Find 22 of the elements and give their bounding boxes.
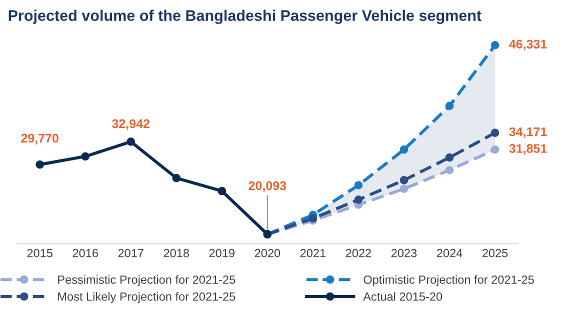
- x-tick-label: 2024: [436, 248, 462, 258]
- x-tick-label: 2023: [391, 248, 417, 258]
- x-tick-label: 2019: [209, 248, 234, 258]
- data-label: 46,331: [509, 40, 547, 50]
- x-tick-label: 2015: [27, 248, 52, 258]
- x-tick-label: 2017: [118, 248, 144, 258]
- data-label: 32,942: [112, 119, 150, 130]
- chart-title: Projected volume of the Bangladeshi Passenger Vehicle segment: [8, 10, 482, 24]
- x-tick-label: 2022: [346, 248, 372, 258]
- legend-label: Actual 2015-20: [363, 292, 442, 301]
- legend-label: Pessimistic Projection for 2021-25: [58, 275, 236, 286]
- x-tick-label: 2025: [482, 248, 508, 258]
- data-label: 20,093: [248, 181, 286, 192]
- data-label: 31,851: [509, 144, 547, 155]
- data-label: 29,770: [21, 134, 58, 144]
- x-tick-label: 2016: [72, 248, 98, 258]
- x-tick-label: 2021: [300, 248, 326, 258]
- x-tick-label: 2020: [254, 248, 280, 258]
- data-label: 34,171: [509, 127, 547, 138]
- legend-label: Most Likely Projection for 2021-25: [58, 292, 236, 304]
- x-tick-label: 2018: [164, 248, 190, 258]
- legend-label: Optimistic Projection for 2021-25: [364, 275, 534, 286]
